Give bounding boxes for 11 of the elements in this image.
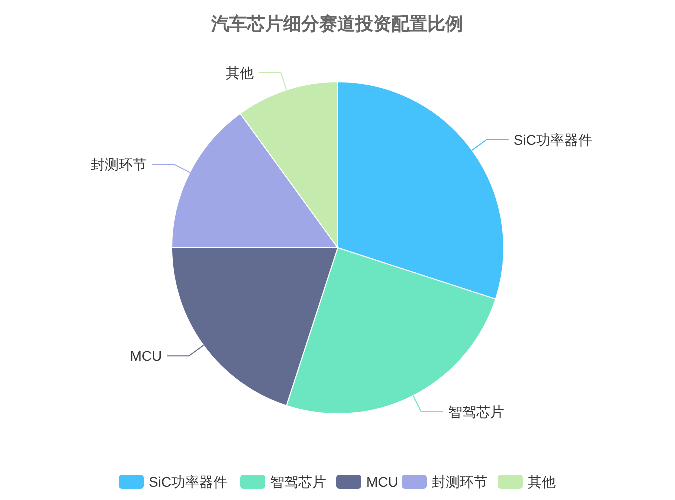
legend-label: 智驾芯片 xyxy=(270,474,326,490)
legend-label: 其他 xyxy=(528,474,556,490)
slice-label: 智驾芯片 xyxy=(448,404,505,420)
slice-label: 封测环节 xyxy=(91,156,148,172)
legend-label: SiC功率器件 xyxy=(149,474,228,490)
legend-label: 封测环节 xyxy=(432,474,488,490)
slice-label: MCU xyxy=(130,348,162,364)
slice-label: 其他 xyxy=(226,65,254,82)
chart-title: 汽车芯片细分赛道投资配置比例 xyxy=(210,14,464,34)
slice-label: SiC功率器件 xyxy=(514,132,592,148)
legend-label: MCU xyxy=(366,474,398,490)
